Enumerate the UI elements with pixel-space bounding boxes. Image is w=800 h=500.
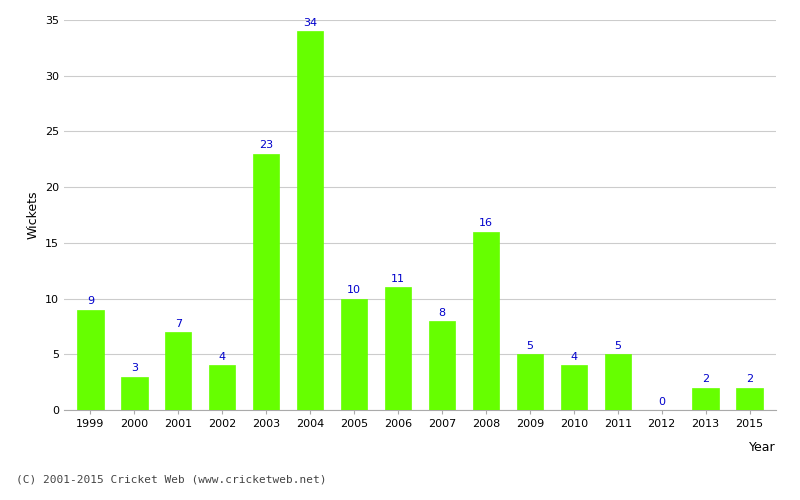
Bar: [165, 332, 191, 410]
Bar: [473, 232, 499, 410]
Bar: [341, 298, 367, 410]
Text: Year: Year: [750, 440, 776, 454]
Text: 3: 3: [131, 363, 138, 373]
Text: 2: 2: [746, 374, 753, 384]
Text: 4: 4: [218, 352, 226, 362]
Text: 34: 34: [303, 18, 317, 28]
Text: 23: 23: [259, 140, 274, 150]
Bar: [737, 388, 763, 410]
Text: 5: 5: [614, 341, 622, 351]
Bar: [209, 366, 235, 410]
Bar: [121, 376, 147, 410]
Text: 10: 10: [347, 285, 361, 295]
Text: 7: 7: [174, 318, 182, 328]
Y-axis label: Wickets: Wickets: [26, 190, 39, 240]
Bar: [605, 354, 631, 410]
Text: 4: 4: [570, 352, 578, 362]
Bar: [693, 388, 719, 410]
Bar: [297, 31, 323, 410]
Text: (C) 2001-2015 Cricket Web (www.cricketweb.net): (C) 2001-2015 Cricket Web (www.cricketwe…: [16, 475, 326, 485]
Bar: [253, 154, 279, 410]
Text: 0: 0: [658, 396, 666, 406]
Text: 8: 8: [438, 308, 446, 318]
Text: 11: 11: [391, 274, 405, 284]
Bar: [429, 321, 455, 410]
Text: 9: 9: [87, 296, 94, 306]
Text: 2: 2: [702, 374, 710, 384]
Bar: [561, 366, 587, 410]
Text: 16: 16: [479, 218, 493, 228]
Bar: [517, 354, 543, 410]
Text: 5: 5: [526, 341, 534, 351]
Bar: [77, 310, 103, 410]
Bar: [385, 288, 411, 410]
